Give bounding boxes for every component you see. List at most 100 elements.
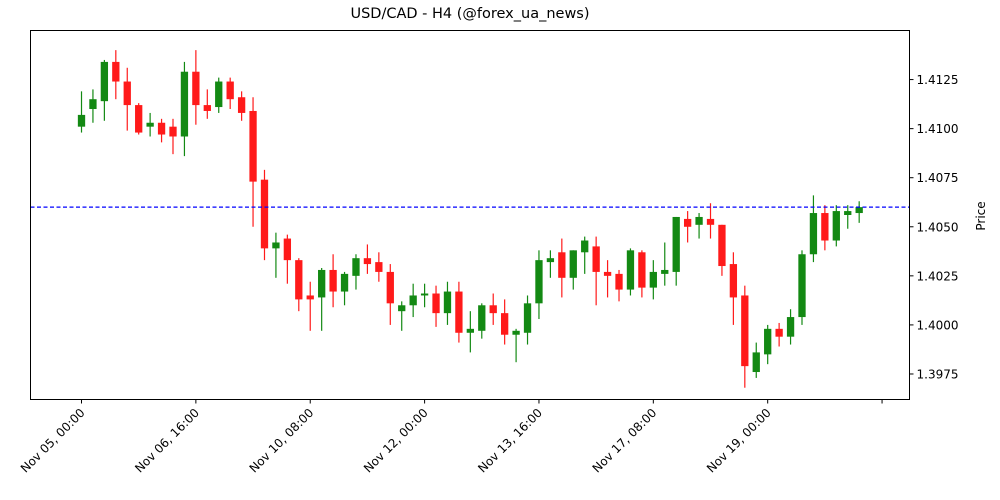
candle-bullish — [752, 342, 760, 378]
candle-body — [832, 211, 840, 241]
candle-body — [478, 305, 486, 331]
candle-bullish — [764, 324, 772, 365]
candle-bullish — [409, 283, 417, 318]
candle-bullish — [340, 271, 349, 306]
candle-body — [135, 105, 143, 133]
candle-body — [123, 81, 131, 106]
candle-body — [329, 269, 337, 292]
x-axis: Nov 05, 00:00 Nov 06, 16:00 Nov 10, 08:00 N… — [18, 399, 883, 476]
candle-body — [272, 242, 280, 249]
x-tick-label: Nov 05, 00:00 — [18, 406, 88, 476]
candle-body — [203, 105, 211, 111]
candle-body — [581, 240, 589, 253]
candle-body — [215, 81, 223, 108]
candle-body — [409, 295, 417, 306]
candle-body — [455, 291, 463, 333]
candle-bearish — [501, 299, 509, 345]
candle-bearish — [237, 91, 246, 121]
candle-body — [363, 258, 372, 265]
candle-bearish — [123, 67, 131, 131]
candle-body — [146, 122, 154, 127]
candle-body — [844, 211, 852, 215]
candle-bullish — [215, 77, 223, 113]
candle-bearish — [157, 118, 166, 143]
candle-body — [318, 269, 326, 298]
candle-body — [523, 303, 532, 333]
candle-body — [157, 122, 166, 135]
candle-body — [375, 262, 383, 272]
candle-bullish — [512, 328, 520, 363]
candle-body — [706, 218, 715, 225]
candle-body — [615, 273, 623, 290]
candle-bullish — [626, 248, 635, 296]
candle-body — [112, 61, 120, 82]
candle-bullish — [352, 254, 360, 290]
candle-body — [306, 295, 314, 300]
candle-bearish — [489, 293, 497, 325]
x-tick-label: Nov 13, 16:00 — [475, 406, 545, 476]
candle-body — [89, 99, 97, 110]
chart-title: USD/CAD - H4 (@forex_ua_news) — [350, 6, 590, 22]
candle-body — [100, 61, 109, 102]
candle-body — [752, 352, 760, 373]
candle-body — [489, 305, 497, 314]
candle-body — [821, 213, 829, 241]
candle-bullish — [535, 250, 543, 320]
y-axis: 1.3975 1.4000 1.4025 1.4050 1.4075 1.4100 1.41… — [909, 73, 959, 381]
y-axis-label: Price — [974, 201, 988, 230]
candle-bullish — [420, 283, 429, 308]
candle-body — [260, 179, 269, 249]
candle-body — [775, 328, 783, 337]
candle-body — [443, 291, 452, 314]
candle-body — [638, 252, 646, 288]
candle-body — [649, 271, 657, 288]
y-tick-label: 1.4100 — [917, 122, 959, 136]
y-tick-label: 1.4125 — [917, 73, 959, 87]
candle-bearish — [638, 250, 646, 298]
candle-bearish — [386, 264, 394, 325]
candle-body — [295, 260, 303, 300]
candle-bullish — [77, 91, 86, 133]
candle-body — [786, 317, 795, 337]
candle-bullish — [672, 216, 680, 286]
candle-body — [741, 295, 749, 367]
candle-bullish — [832, 205, 840, 247]
candle-body — [283, 238, 292, 261]
x-tick-label: Nov 12, 00:00 — [361, 406, 431, 476]
candle-bullish — [272, 232, 280, 278]
candle-bearish — [226, 77, 234, 110]
candle-body — [466, 328, 474, 333]
candle-body — [558, 252, 566, 278]
candle-bearish — [775, 322, 783, 347]
candle-bullish — [443, 281, 452, 325]
candle-bullish — [398, 301, 406, 331]
candle-bullish — [478, 303, 486, 339]
candle-bearish — [329, 254, 337, 308]
x-tick-label: Nov 06, 16:00 — [132, 406, 202, 476]
candle-bullish — [786, 309, 795, 345]
candle-bearish — [706, 203, 715, 239]
candle-bullish — [695, 213, 703, 239]
candle-body — [661, 269, 669, 274]
candle-bearish — [375, 252, 383, 282]
candle-bullish — [661, 242, 669, 286]
candle-bullish — [798, 250, 806, 325]
candle-bullish — [546, 250, 555, 278]
candle-bearish — [306, 281, 314, 331]
candle-body — [798, 254, 806, 318]
candle-bearish — [615, 269, 623, 302]
plot-frame — [30, 30, 910, 400]
candle-body — [809, 213, 818, 255]
candle-body — [535, 260, 543, 304]
candle-body — [398, 305, 406, 312]
candle-body — [695, 216, 703, 225]
candle-body — [501, 313, 509, 335]
candle-body — [718, 224, 726, 267]
y-tick-label: 1.4025 — [917, 269, 959, 283]
y-tick-label: 1.4075 — [917, 171, 959, 185]
candle-bearish — [718, 224, 726, 276]
candle-body — [226, 81, 234, 100]
candle-body — [352, 258, 360, 276]
candle-bearish — [260, 169, 269, 261]
